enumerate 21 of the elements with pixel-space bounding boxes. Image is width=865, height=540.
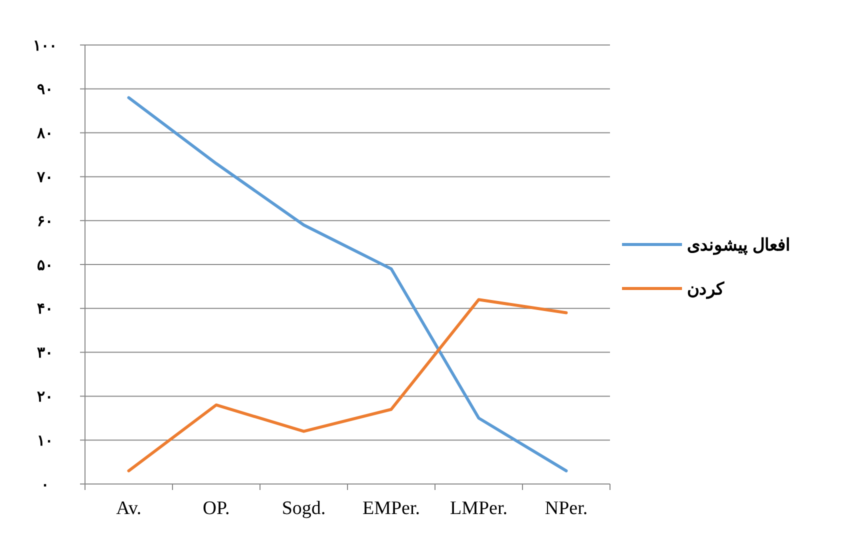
x-tick-label: NPer. [544,498,588,519]
x-tick-label: LMPer. [450,498,508,519]
line-series [127,96,568,472]
y-tick-label: ۶۰ [37,214,53,230]
x-tick-label: OP. [202,498,230,519]
y-tick-label: ۸۰ [36,126,53,142]
x-tick-label: Sogd. [282,498,326,519]
y-tick-label: ۳۰ [37,346,53,362]
y-tick-label: ۴۰ [37,302,53,318]
legend-label: افعال پیشوندی [687,235,790,256]
y-tick-label: ۱۰۰ [33,38,57,54]
line-series [127,298,568,472]
x-tick-label: EMPer. [362,498,420,519]
y-tick-label: ۰ [41,477,49,494]
y-tick-label: ۵۰ [37,258,53,274]
y-tick-label: ۲۰ [37,389,53,406]
legend-label: کردن [687,279,725,300]
y-tick-label: ۹۰ [37,82,53,98]
y-tick-label: ۷۰ [36,170,53,186]
y-tick-label: ۱۰ [37,433,53,450]
x-tick-label: Av. [116,498,142,519]
